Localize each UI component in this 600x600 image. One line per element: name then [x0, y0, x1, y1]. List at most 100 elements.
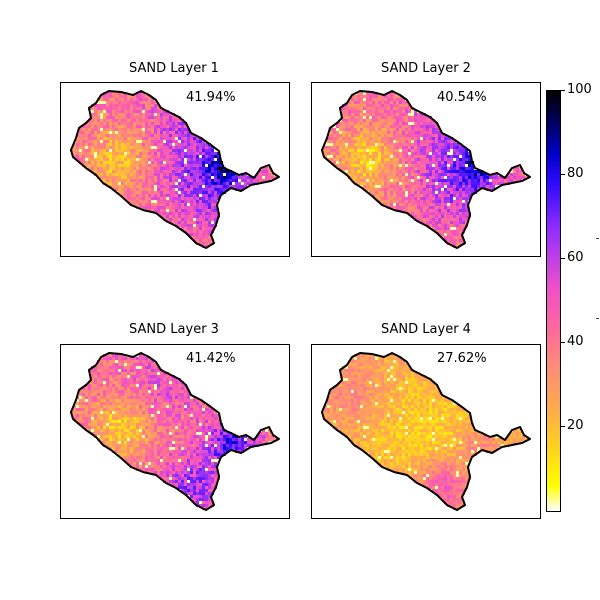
- sand-cell: [109, 161, 112, 164]
- sand-cell: [124, 110, 127, 113]
- sand-cell: [462, 212, 465, 215]
- sand-cell: [205, 408, 208, 411]
- sand-cell: [94, 417, 97, 420]
- sand-cell: [148, 465, 151, 468]
- sand-cell: [435, 137, 438, 140]
- sand-cell: [387, 125, 390, 128]
- sand-cell: [103, 101, 106, 104]
- sand-cell: [435, 194, 438, 197]
- sand-cell: [133, 113, 136, 116]
- sand-cell: [124, 101, 127, 104]
- sand-cell: [97, 113, 100, 116]
- sand-cell: [417, 161, 420, 164]
- sand-cell: [217, 167, 220, 170]
- sand-cell: [208, 441, 211, 444]
- sand-cell: [175, 447, 178, 450]
- sand-cell: [408, 158, 411, 161]
- sand-cell: [136, 429, 139, 432]
- sand-cell: [324, 155, 327, 158]
- sand-cell: [214, 176, 217, 179]
- sand-cell: [136, 462, 139, 465]
- sand-cell: [214, 441, 217, 444]
- sand-cell: [91, 164, 94, 167]
- sand-cell: [408, 149, 411, 152]
- sand-cell: [109, 447, 112, 450]
- sand-cell: [196, 408, 199, 411]
- sand-cell: [348, 173, 351, 176]
- sand-cell: [175, 444, 178, 447]
- sand-cell: [136, 113, 139, 116]
- sand-cell: [441, 140, 444, 143]
- sand-cell: [100, 164, 103, 167]
- sand-cell: [166, 447, 169, 450]
- sand-cell: [169, 468, 172, 471]
- sand-cell: [417, 200, 420, 203]
- sand-cell: [441, 203, 444, 206]
- sand-cell: [199, 224, 202, 227]
- sand-cell: [148, 200, 151, 203]
- sand-cell: [136, 179, 139, 182]
- sand-cell: [184, 462, 187, 465]
- sand-cell: [202, 456, 205, 459]
- sand-cell: [429, 146, 432, 149]
- sand-cell: [109, 366, 112, 369]
- sand-cell: [73, 149, 76, 152]
- sand-cell: [106, 426, 109, 429]
- sand-cell: [471, 191, 474, 194]
- sand-cell: [384, 200, 387, 203]
- sand-cell: [94, 366, 97, 369]
- sand-cell: [157, 203, 160, 206]
- sand-cell: [115, 393, 118, 396]
- sand-cell: [432, 155, 435, 158]
- sand-cell: [211, 215, 214, 218]
- sand-cell: [438, 191, 441, 194]
- sand-cell: [169, 441, 172, 444]
- sand-cell: [187, 152, 190, 155]
- sand-cell: [399, 155, 402, 158]
- sand-cell: [136, 176, 139, 179]
- sand-cell: [175, 146, 178, 149]
- sand-cell: [172, 170, 175, 173]
- sand-cell: [172, 378, 175, 381]
- sand-cell: [205, 459, 208, 462]
- sand-cell: [142, 363, 145, 366]
- sand-cell: [193, 227, 196, 230]
- sand-cell: [384, 203, 387, 206]
- sand-cell: [426, 152, 429, 155]
- sand-cell: [85, 390, 88, 393]
- sand-cell: [109, 113, 112, 116]
- sand-cell: [501, 182, 504, 185]
- sand-cell: [91, 125, 94, 128]
- sand-cell: [468, 155, 471, 158]
- sand-cell: [402, 188, 405, 191]
- sand-cell: [91, 429, 94, 432]
- sand-cell: [151, 116, 154, 119]
- sand-cell: [169, 447, 172, 450]
- sand-cell: [133, 197, 136, 200]
- sand-cell: [193, 182, 196, 185]
- sand-cell: [444, 170, 447, 173]
- sand-cell: [148, 369, 151, 372]
- sand-cell: [124, 185, 127, 188]
- sand-cell: [426, 185, 429, 188]
- sand-cell: [190, 429, 193, 432]
- sand-cell: [142, 167, 145, 170]
- sand-cell: [169, 453, 172, 456]
- sand-cell: [456, 206, 459, 209]
- sand-cell: [172, 188, 175, 191]
- sand-cell: [193, 179, 196, 182]
- sand-cell: [118, 110, 121, 113]
- sand-cell: [441, 200, 444, 203]
- sand-cell: [187, 173, 190, 176]
- sand-cell: [142, 399, 145, 402]
- sand-cell: [121, 149, 124, 152]
- sand-cell: [393, 95, 396, 98]
- sand-cell: [94, 402, 97, 405]
- sand-cell: [118, 444, 121, 447]
- sand-cell: [103, 155, 106, 158]
- sand-cell: [109, 152, 112, 155]
- sand-cell: [190, 420, 193, 423]
- sand-cell: [175, 441, 178, 444]
- sand-cell: [139, 447, 142, 450]
- sand-cell: [444, 209, 447, 212]
